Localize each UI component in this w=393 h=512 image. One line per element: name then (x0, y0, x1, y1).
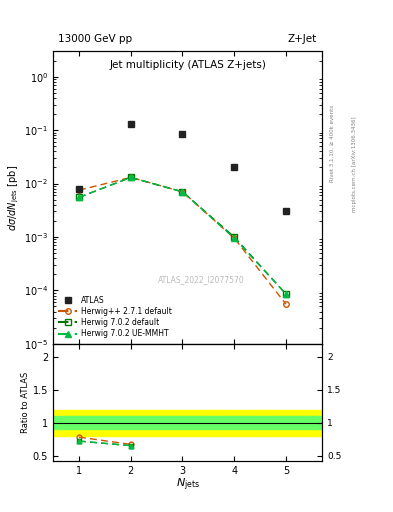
Legend: ATLAS, Herwig++ 2.7.1 default, Herwig 7.0.2 default, Herwig 7.0.2 UE-MMHT: ATLAS, Herwig++ 2.7.1 default, Herwig 7.… (57, 294, 174, 340)
Text: 13000 GeV pp: 13000 GeV pp (59, 34, 132, 44)
Text: Jet multiplicity (ATLAS Z+jets): Jet multiplicity (ATLAS Z+jets) (109, 60, 266, 70)
Text: mcplots.cern.ch [arXiv:1306.3436]: mcplots.cern.ch [arXiv:1306.3436] (352, 116, 357, 211)
X-axis label: $N_{\rm jets}$: $N_{\rm jets}$ (176, 477, 200, 494)
Text: Rivet 3.1.10, ≥ 400k events: Rivet 3.1.10, ≥ 400k events (330, 105, 335, 182)
Text: ATLAS_2022_I2077570: ATLAS_2022_I2077570 (158, 275, 244, 284)
Y-axis label: Ratio to ATLAS: Ratio to ATLAS (21, 372, 30, 433)
Text: Z+Jet: Z+Jet (288, 34, 317, 44)
Y-axis label: $d\sigma/dN_{\rm jets}$ [pb]: $d\sigma/dN_{\rm jets}$ [pb] (7, 164, 21, 230)
